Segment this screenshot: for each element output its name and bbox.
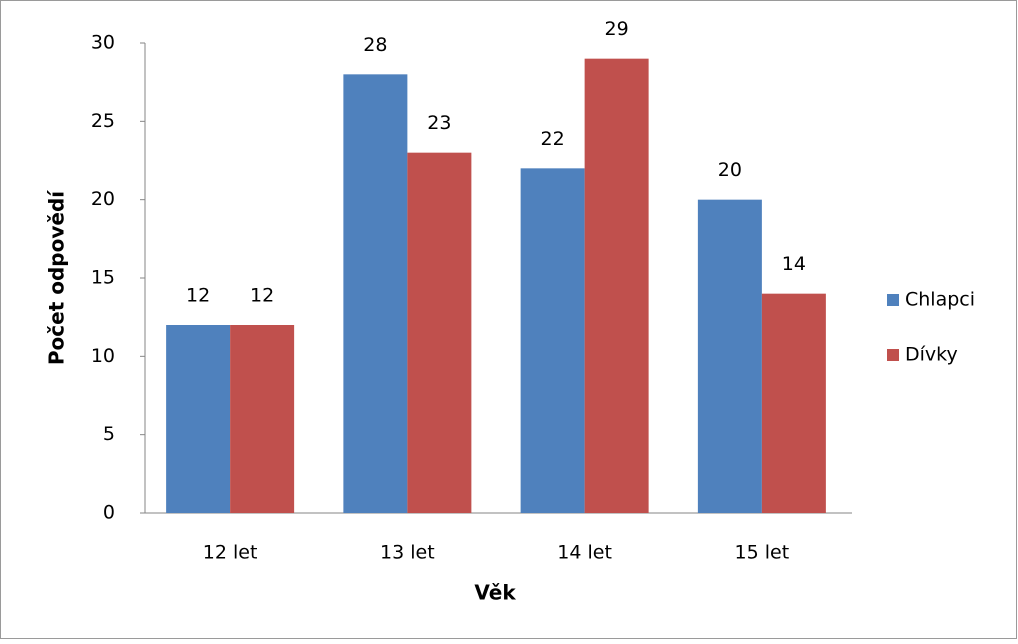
x-axis-title: Věk (474, 581, 516, 605)
data-label: 23 (427, 112, 451, 134)
legend-swatch (887, 294, 899, 306)
bar (761, 293, 826, 513)
data-label: 22 (541, 128, 565, 150)
data-label: 14 (782, 253, 806, 275)
data-label: 20 (718, 159, 742, 181)
x-tick-label: 15 let (735, 542, 790, 564)
y-tick-label: 20 (91, 188, 115, 210)
legend-label: Chlapci (905, 289, 975, 311)
legend-label: Dívky (905, 344, 958, 366)
x-tick-label: 13 let (380, 542, 435, 564)
bar (343, 74, 408, 513)
y-tick-label: 30 (91, 32, 115, 54)
bar (697, 199, 762, 513)
data-label: 28 (363, 34, 387, 56)
y-tick-label: 0 (103, 502, 115, 524)
x-tick-label: 12 let (203, 542, 258, 564)
data-label: 12 (186, 285, 210, 307)
x-tick-label: 14 let (557, 542, 612, 564)
y-tick-label: 5 (103, 423, 115, 445)
y-tick-label: 15 (91, 267, 115, 289)
bar (230, 325, 295, 513)
bar (584, 58, 649, 514)
data-label: 12 (250, 285, 274, 307)
y-axis-title: Počet odpovědí (45, 190, 69, 365)
legend-swatch (887, 349, 899, 361)
bar (520, 168, 585, 514)
bar (166, 325, 231, 513)
data-label: 29 (605, 18, 629, 40)
y-tick-label: 10 (91, 345, 115, 367)
bar (407, 152, 472, 513)
y-tick-label: 25 (91, 110, 115, 132)
